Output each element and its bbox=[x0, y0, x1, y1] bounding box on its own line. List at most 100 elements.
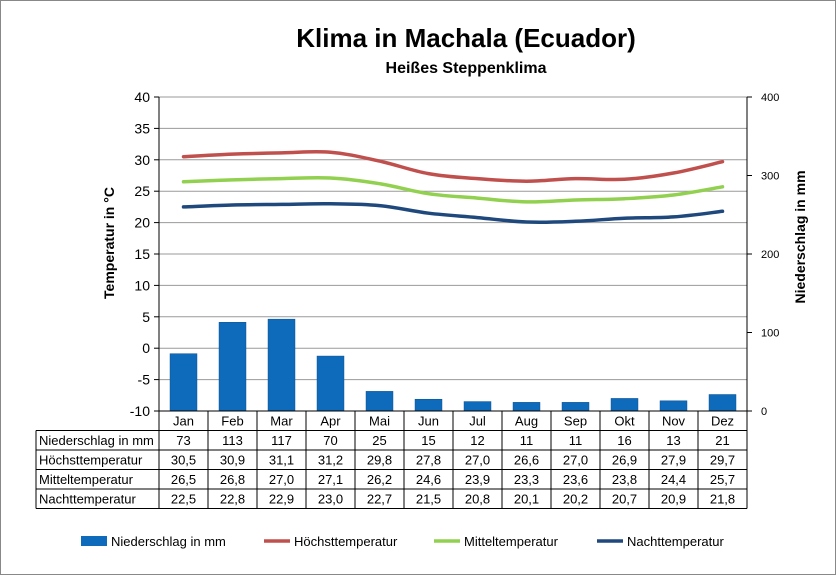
data-label: 12 bbox=[470, 433, 484, 448]
data-label: 29,7 bbox=[710, 453, 735, 468]
y-tick-label-left: 5 bbox=[142, 309, 150, 325]
x-tick-label-okt: Okt bbox=[614, 414, 635, 429]
data-label: 20,1 bbox=[514, 492, 539, 507]
y-tick-label-left: 10 bbox=[134, 277, 150, 293]
precip-bar-sep bbox=[561, 402, 590, 412]
data-label: 70 bbox=[323, 433, 337, 448]
data-label: 23,8 bbox=[612, 472, 637, 487]
x-tick-label-dez: Dez bbox=[711, 414, 734, 429]
y-tick-label-right: 0 bbox=[761, 406, 767, 418]
data-label: 22,8 bbox=[220, 492, 245, 507]
data-label: 21,5 bbox=[416, 492, 441, 507]
precip-bar-jul bbox=[463, 401, 492, 412]
data-label: 25 bbox=[372, 433, 386, 448]
data-label: 23,6 bbox=[563, 472, 588, 487]
data-label: 23,3 bbox=[514, 472, 539, 487]
data-label: 29,8 bbox=[367, 453, 392, 468]
x-tick-label-jan: Jan bbox=[173, 414, 194, 429]
y-tick-label-left: 25 bbox=[134, 183, 150, 199]
precip-bar-jan bbox=[169, 353, 198, 412]
data-label: 27,0 bbox=[269, 472, 294, 487]
data-label: 25,7 bbox=[710, 472, 735, 487]
y-tick-label-left: 0 bbox=[142, 340, 150, 356]
data-label: 27,1 bbox=[318, 472, 343, 487]
data-label: 20,8 bbox=[465, 492, 490, 507]
grid bbox=[159, 96, 747, 381]
data-label: 16 bbox=[617, 433, 631, 448]
data-label: 26,8 bbox=[220, 472, 245, 487]
x-tick-label-nov: Nov bbox=[662, 414, 686, 429]
x-tick-label-jun: Jun bbox=[418, 414, 439, 429]
y-tick-label-right: 400 bbox=[761, 92, 779, 104]
x-tick-label-jul: Jul bbox=[469, 414, 486, 429]
precip-bar-mar bbox=[267, 318, 296, 412]
data-label: 117 bbox=[271, 433, 292, 448]
y-axis-right-label: Niederschlag in mm bbox=[792, 170, 808, 303]
data-label: 27,0 bbox=[465, 453, 490, 468]
chart-title: Klima in Machala (Ecuador) bbox=[296, 23, 636, 53]
data-label: 26,9 bbox=[612, 453, 637, 468]
legend: Niederschlag in mm Höchsttemperatur Mittel… bbox=[81, 534, 724, 549]
data-label: 26,6 bbox=[514, 453, 539, 468]
data-table: Jan Feb Mar Apr Mai Jun Jul Aug Sep Okt Nov Dez Nied… bbox=[35, 411, 748, 509]
data-label: 22,7 bbox=[367, 492, 392, 507]
data-label: 20,2 bbox=[563, 492, 588, 507]
precip-bar-okt bbox=[610, 398, 639, 412]
data-label: 113 bbox=[222, 433, 243, 448]
x-tick-label-aug: Aug bbox=[515, 414, 538, 429]
y-tick-label-right: 300 bbox=[761, 171, 779, 183]
x-tick-label-feb: Feb bbox=[221, 414, 243, 429]
precip-bar-mai bbox=[365, 391, 394, 412]
data-label: 23,0 bbox=[318, 492, 343, 507]
data-label: 30,5 bbox=[171, 453, 196, 468]
legend-label: Höchsttemperatur bbox=[294, 534, 398, 549]
data-label: 21,8 bbox=[710, 492, 735, 507]
data-label: 11 bbox=[520, 433, 534, 448]
x-tick-label-apr: Apr bbox=[320, 414, 341, 429]
low-temp-line bbox=[181, 201, 725, 225]
precip-bar-nov bbox=[659, 400, 688, 412]
precip-bar-apr bbox=[316, 355, 345, 412]
x-tick-label-sep: Sep bbox=[564, 414, 587, 429]
legend-label: Nachttemperatur bbox=[627, 534, 724, 549]
precip-bar-feb bbox=[218, 322, 247, 412]
table-row-label: Niederschlag in mm bbox=[39, 433, 154, 448]
mean-temp-line bbox=[181, 175, 725, 204]
y-tick-label-right: 100 bbox=[761, 328, 779, 340]
y-tick-label-left: -10 bbox=[130, 403, 150, 419]
precip-bar-aug bbox=[512, 402, 541, 412]
data-label: 30,9 bbox=[220, 453, 245, 468]
data-label: 20,9 bbox=[661, 492, 686, 507]
data-label: 13 bbox=[666, 433, 680, 448]
data-label: 27,9 bbox=[661, 453, 686, 468]
data-label: 11 bbox=[569, 433, 583, 448]
data-label: 21 bbox=[715, 433, 729, 448]
table-row-label: Höchsttemperatur bbox=[39, 453, 143, 468]
data-label: 27,0 bbox=[563, 453, 588, 468]
x-tick-label-mar: Mar bbox=[270, 414, 293, 429]
data-label: 24,4 bbox=[661, 472, 686, 487]
chart-subtitle: Heißes Steppenklima bbox=[386, 60, 547, 77]
y-tick-label-left: 40 bbox=[134, 89, 150, 105]
temperature-lines bbox=[181, 149, 725, 225]
data-label: 23,9 bbox=[465, 472, 490, 487]
y-tick-label-right: 200 bbox=[761, 249, 779, 261]
data-label: 20,7 bbox=[612, 492, 637, 507]
data-label: 22,9 bbox=[269, 492, 294, 507]
precip-bar-dez bbox=[708, 394, 737, 412]
y-tick-label-left: 15 bbox=[134, 246, 150, 262]
data-label: 22,5 bbox=[171, 492, 196, 507]
legend-label: Mitteltemperatur bbox=[464, 534, 559, 549]
data-label: 31,2 bbox=[318, 453, 343, 468]
y-tick-label-left: 35 bbox=[134, 120, 150, 136]
x-tick-label-mai: Mai bbox=[369, 414, 390, 429]
y-tick-label-left: -5 bbox=[138, 372, 151, 388]
data-label: 73 bbox=[176, 433, 190, 448]
y-axis-left-label: Temperatur in °C bbox=[101, 187, 117, 299]
data-label: 26,5 bbox=[171, 472, 196, 487]
y-tick-label-left: 30 bbox=[134, 152, 150, 168]
precip-bar-jun bbox=[414, 398, 443, 412]
